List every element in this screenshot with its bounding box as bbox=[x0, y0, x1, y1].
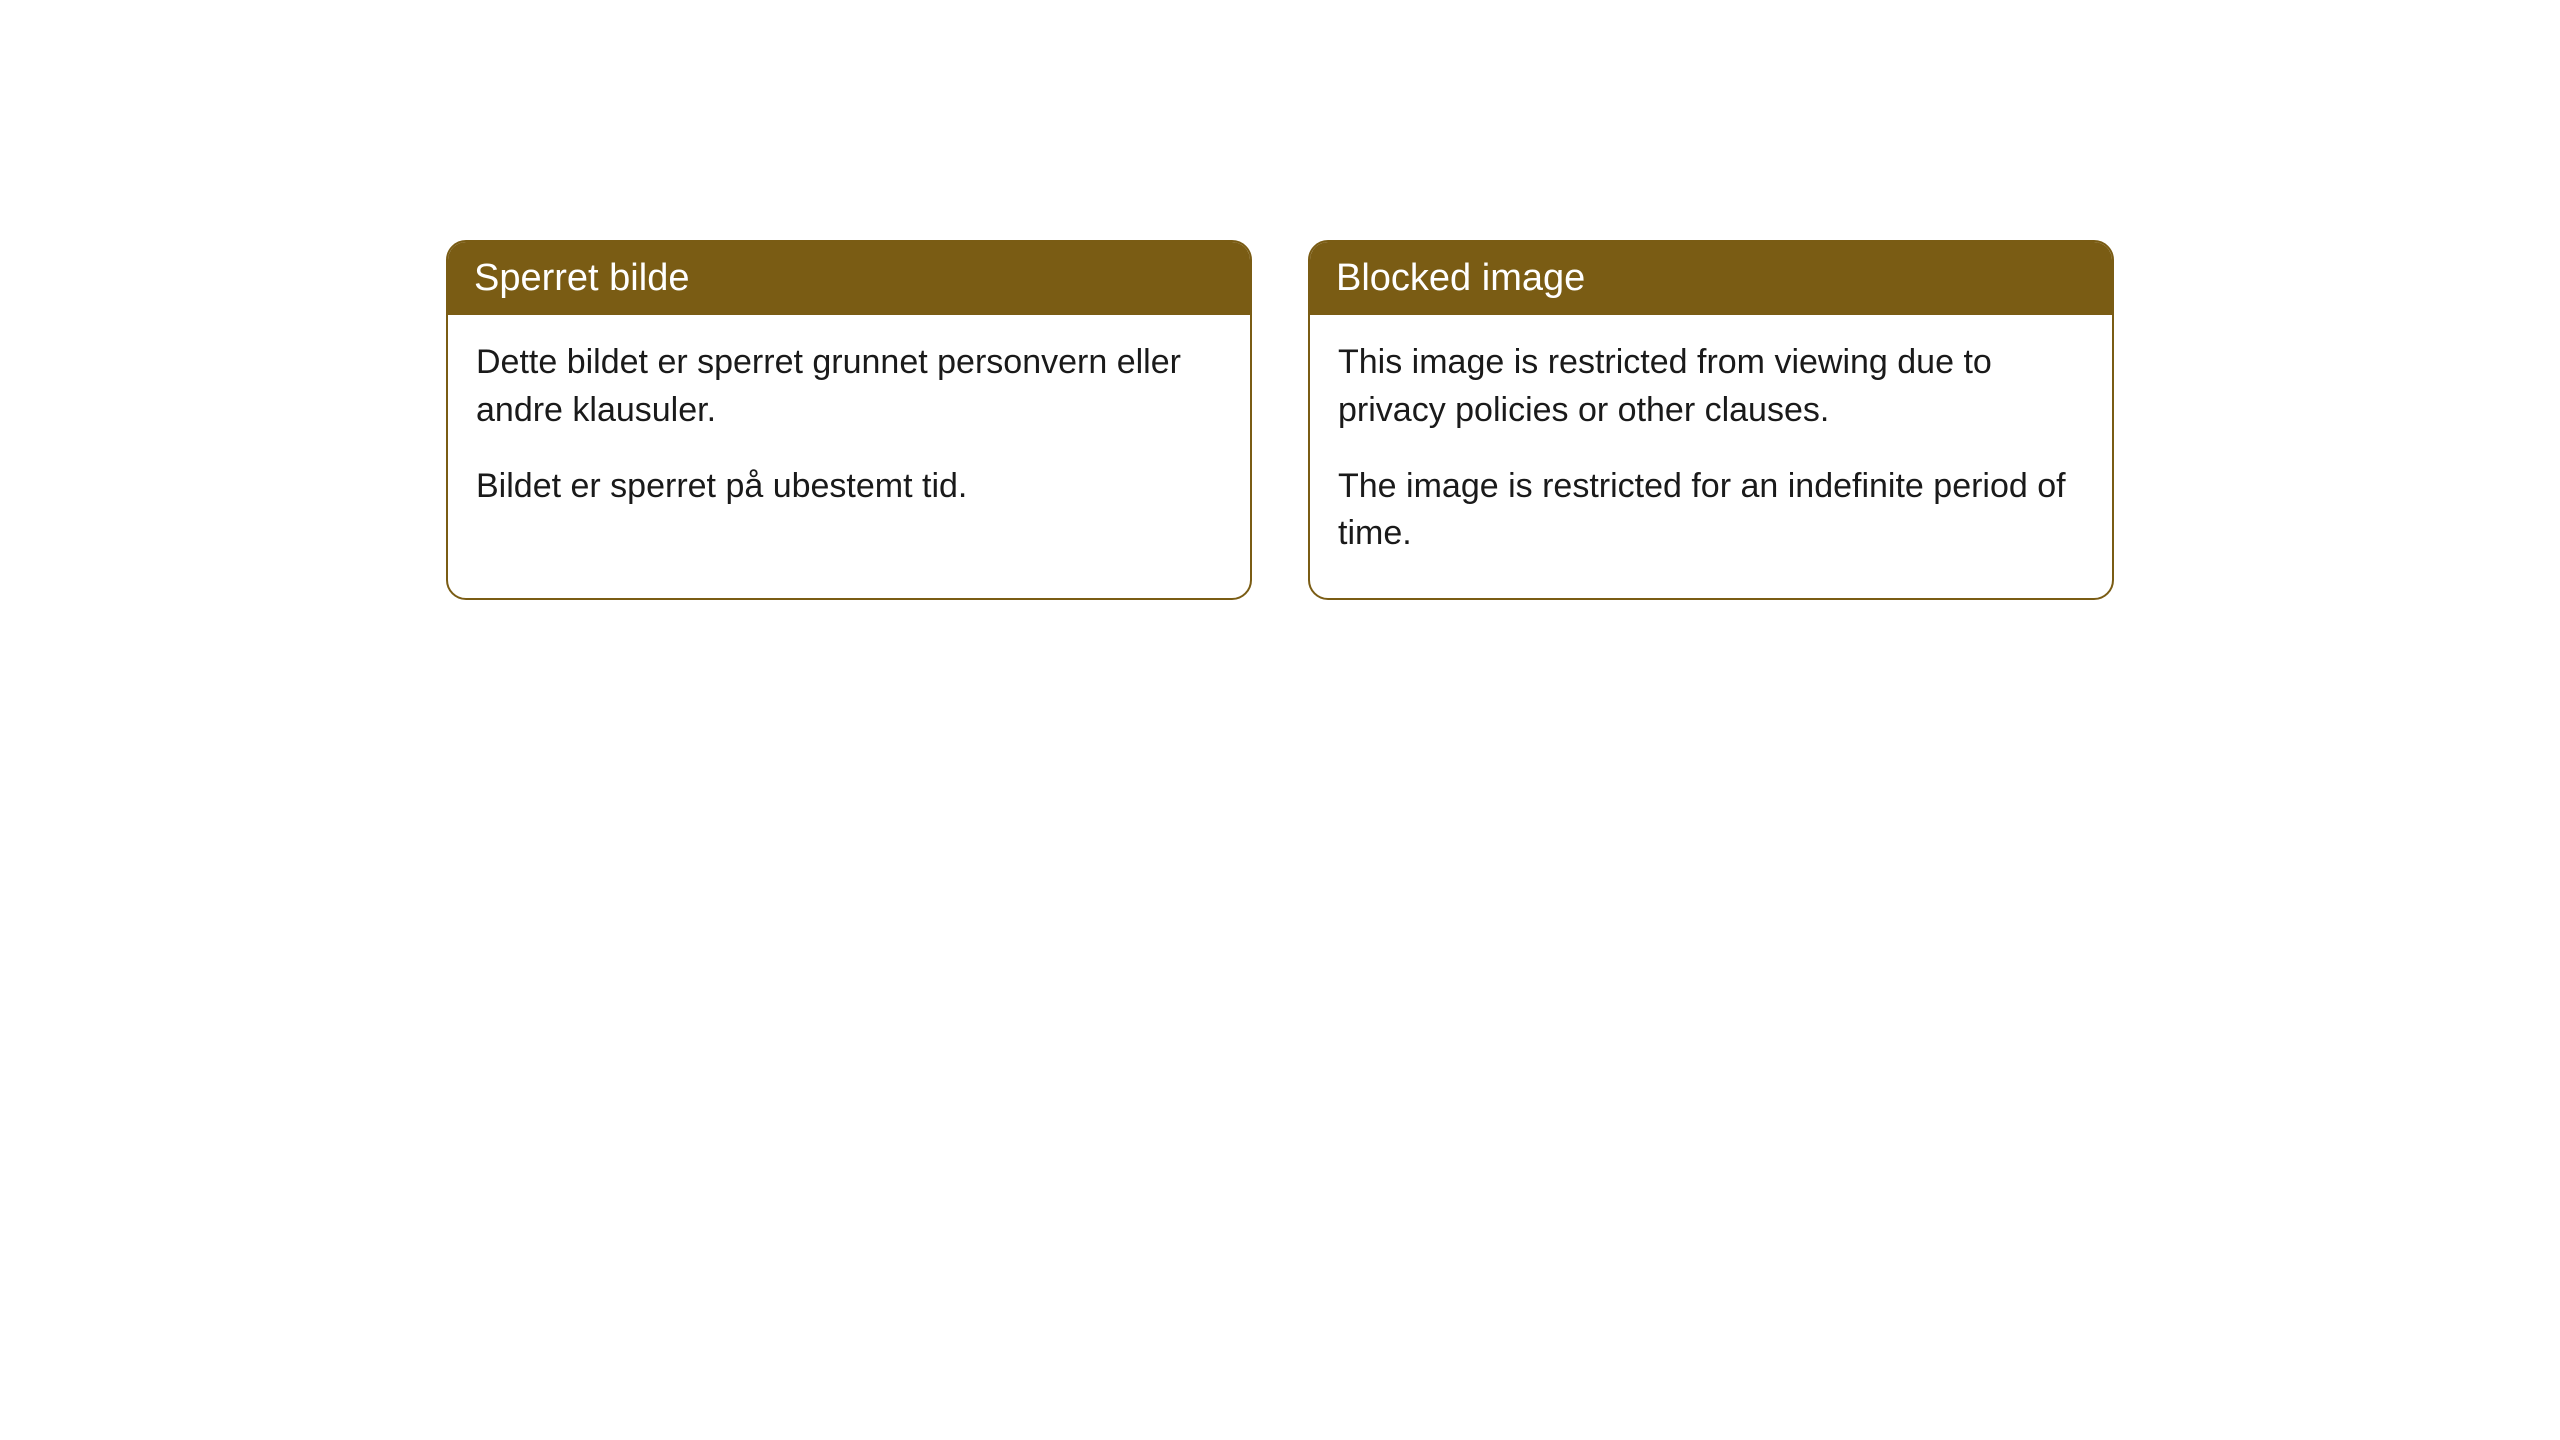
card-body-no: Dette bildet er sperret grunnet personve… bbox=[448, 315, 1250, 550]
card-paragraph-no-2: Bildet er sperret på ubestemt tid. bbox=[476, 463, 1222, 511]
card-paragraph-en-2: The image is restricted for an indefinit… bbox=[1338, 463, 2084, 558]
blocked-image-card-no: Sperret bilde Dette bildet er sperret gr… bbox=[446, 240, 1252, 600]
cards-container: Sperret bilde Dette bildet er sperret gr… bbox=[446, 240, 2114, 600]
card-paragraph-no-1: Dette bildet er sperret grunnet personve… bbox=[476, 339, 1222, 434]
blocked-image-card-en: Blocked image This image is restricted f… bbox=[1308, 240, 2114, 600]
card-header-no: Sperret bilde bbox=[448, 242, 1250, 315]
card-body-en: This image is restricted from viewing du… bbox=[1310, 315, 2112, 597]
card-paragraph-en-1: This image is restricted from viewing du… bbox=[1338, 339, 2084, 434]
card-header-en: Blocked image bbox=[1310, 242, 2112, 315]
